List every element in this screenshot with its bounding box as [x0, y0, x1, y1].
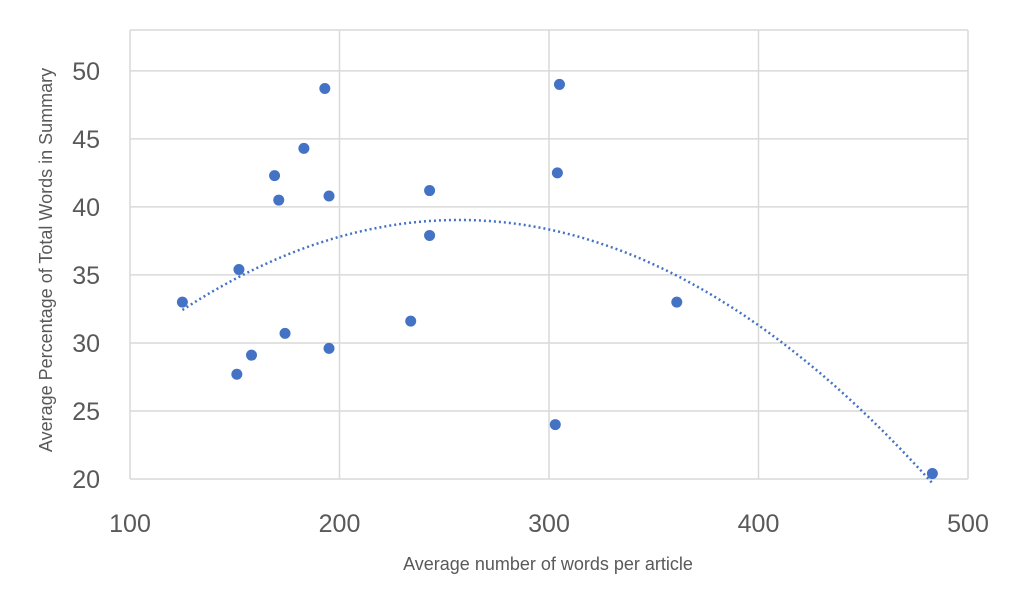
data-point: [671, 296, 683, 308]
data-point: [551, 167, 563, 179]
y-axis-title: Average Percentage of Total Words in Sum…: [36, 68, 56, 452]
data-point: [424, 229, 436, 241]
x-tick-label: 200: [319, 510, 361, 538]
data-point: [273, 194, 285, 206]
data-point: [553, 78, 565, 90]
x-tick-label: 400: [738, 510, 780, 538]
data-point: [323, 190, 335, 202]
data-point: [319, 83, 331, 95]
x-tick-label: 100: [109, 510, 151, 538]
y-tick-label: 25: [72, 398, 100, 426]
data-point: [279, 327, 291, 339]
data-point: [424, 185, 436, 197]
data-point: [231, 368, 243, 380]
y-tick-label: 40: [72, 194, 100, 222]
x-axis-title: Average number of words per article: [403, 554, 693, 574]
data-point: [176, 296, 188, 308]
data-point: [323, 342, 335, 354]
y-tick-label: 45: [72, 126, 100, 154]
data-point: [926, 468, 938, 480]
x-tick-label: 500: [947, 510, 989, 538]
tick-labels: 100 200 300 400 500 20 25 30 35 40 45 50: [72, 58, 989, 538]
data-point: [246, 349, 258, 361]
y-tick-label: 35: [72, 262, 100, 290]
gridlines: [129, 29, 969, 480]
y-tick-label: 20: [72, 466, 100, 494]
trendline: [181, 218, 934, 485]
x-tick-label: 300: [528, 510, 570, 538]
data-point: [269, 170, 281, 182]
data-point: [233, 263, 245, 275]
data-point: [549, 419, 561, 431]
y-tick-label: 50: [72, 58, 100, 86]
data-points: [176, 78, 938, 480]
data-point: [298, 142, 310, 154]
y-tick-label: 30: [72, 330, 100, 358]
data-point: [405, 315, 417, 327]
